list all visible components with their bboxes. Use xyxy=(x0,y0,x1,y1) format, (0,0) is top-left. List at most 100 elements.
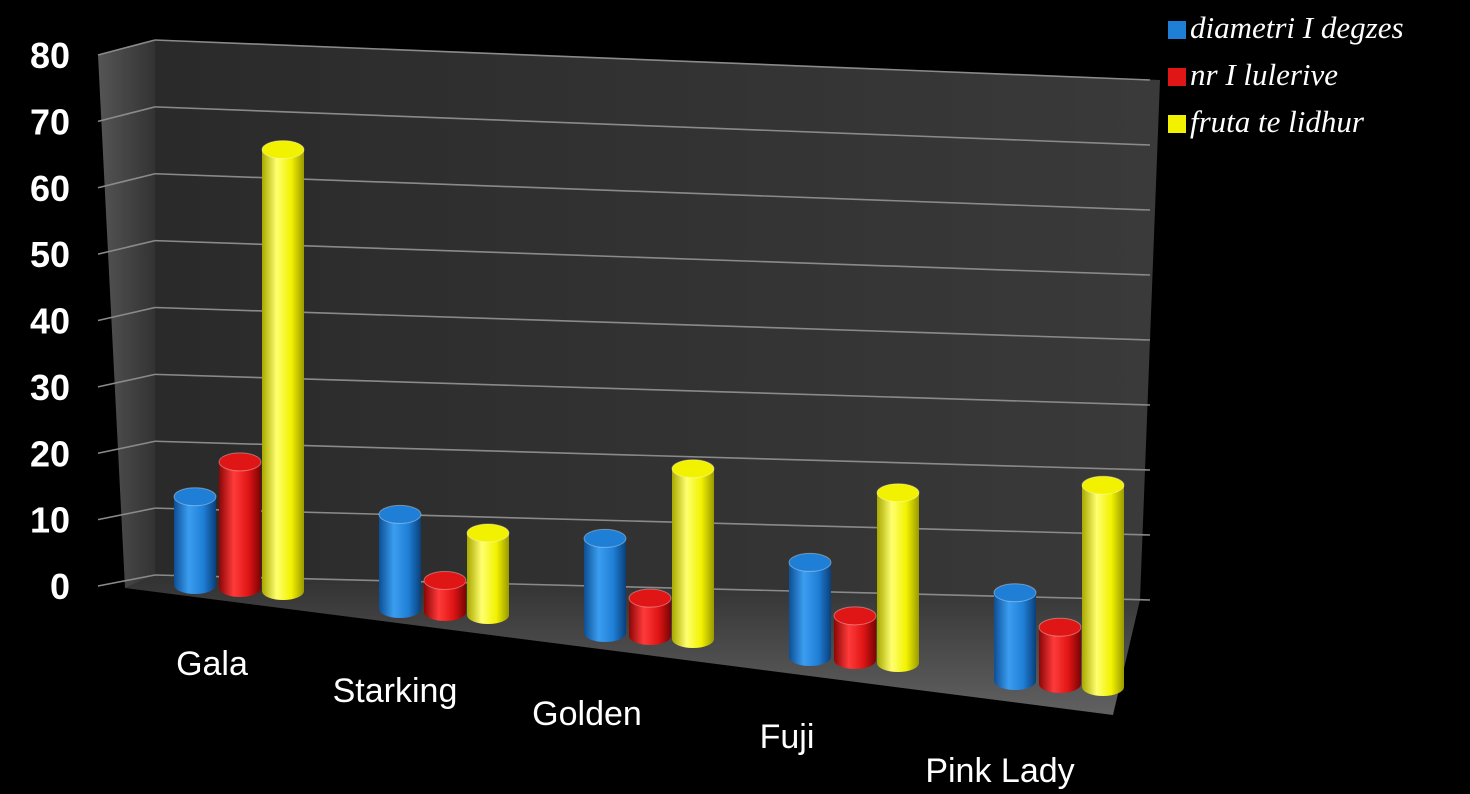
bar-base xyxy=(629,627,671,645)
gridline xyxy=(154,106,1151,146)
bar-top xyxy=(833,606,877,626)
bar-body xyxy=(262,149,304,591)
y-tick-label: 60 xyxy=(30,168,70,209)
y-tick-label: 0 xyxy=(50,566,70,607)
bar xyxy=(993,583,1037,690)
bar-base xyxy=(584,624,626,642)
bar-base xyxy=(834,651,876,669)
bar-base xyxy=(262,582,304,600)
bar xyxy=(466,523,510,624)
bar-body xyxy=(994,592,1036,681)
gridline xyxy=(154,373,1151,406)
legend: diametri I degzes nr I lulerive fruta te l… xyxy=(1168,10,1404,139)
bar-body xyxy=(174,496,216,585)
gridline-side xyxy=(97,373,156,388)
bar-top xyxy=(788,552,832,572)
y-tick-label: 30 xyxy=(30,367,70,408)
bar-base xyxy=(1082,678,1124,696)
gridline-side xyxy=(97,306,156,322)
legend-label: nr I lulerive xyxy=(1190,57,1338,92)
gridline xyxy=(154,39,1151,81)
gridline-side xyxy=(97,440,156,455)
legend-swatch xyxy=(1168,68,1186,86)
bar xyxy=(583,528,627,642)
bar-top xyxy=(628,588,672,608)
legend-label: fruta te lidhur xyxy=(1190,104,1365,139)
bar xyxy=(833,606,877,669)
bar-base xyxy=(379,600,421,618)
legend-swatch xyxy=(1168,115,1186,133)
y-tick-label: 20 xyxy=(30,433,70,474)
bar-base xyxy=(1039,675,1081,693)
gridline-side xyxy=(97,106,156,123)
bar-top xyxy=(378,504,422,524)
bar-top xyxy=(1081,475,1125,495)
bar-body xyxy=(1039,627,1081,684)
bar-body xyxy=(219,461,261,588)
x-tick-label: Pink Lady xyxy=(925,752,1074,790)
bar-body xyxy=(789,562,831,657)
bar-top xyxy=(876,483,920,503)
bar-base xyxy=(174,576,216,594)
bar-top xyxy=(993,583,1037,603)
gridline-side xyxy=(97,39,156,56)
gridline-side xyxy=(97,239,156,255)
bars xyxy=(173,140,1125,696)
x-tick-label: Gala xyxy=(176,645,248,683)
bar-top xyxy=(671,459,715,479)
bar-base xyxy=(467,606,509,624)
legend-swatch xyxy=(1168,21,1186,39)
gridline-side xyxy=(97,507,156,521)
bar xyxy=(1038,617,1082,693)
y-tick-label: 80 xyxy=(30,35,70,76)
gridline xyxy=(154,507,1151,536)
bar xyxy=(423,570,467,621)
bar xyxy=(628,588,672,645)
bar xyxy=(1081,475,1125,696)
x-tick-label: Starking xyxy=(333,672,458,710)
gridline-side xyxy=(97,574,156,587)
y-tick-label: 40 xyxy=(30,301,70,342)
gridline xyxy=(154,306,1151,341)
bar-body xyxy=(379,514,421,609)
y-tick-label: 10 xyxy=(30,500,70,541)
y-axis-ticks: 0 10 20 30 40 50 60 70 80 xyxy=(30,35,70,607)
bar xyxy=(378,504,422,618)
bar xyxy=(261,140,305,600)
bar-base xyxy=(877,654,919,672)
gridline xyxy=(154,239,1151,276)
bar xyxy=(788,552,832,666)
bar-top xyxy=(261,140,305,160)
bar-body xyxy=(584,538,626,633)
x-tick-label: Golden xyxy=(532,695,642,733)
bar xyxy=(876,483,920,672)
bar-body xyxy=(1082,485,1124,687)
x-axis-ticks: Gala Starking Golden Fuji Pink Lady xyxy=(176,645,1075,790)
y-tick-label: 70 xyxy=(30,101,70,142)
bar-top xyxy=(423,570,467,590)
gridline xyxy=(154,172,1151,211)
bar-top xyxy=(1038,617,1082,637)
gridline xyxy=(154,574,1151,601)
chart-back-wall xyxy=(155,40,1160,600)
gridlines xyxy=(97,39,1151,601)
bar-base xyxy=(672,630,714,648)
bar-body xyxy=(467,533,509,615)
legend-label: diametri I degzes xyxy=(1190,10,1404,45)
bar-base xyxy=(424,603,466,621)
bar-base xyxy=(994,672,1036,690)
bar xyxy=(173,487,217,594)
bar-body xyxy=(877,492,919,663)
x-tick-label: Fuji xyxy=(760,718,815,756)
bar-top xyxy=(218,452,262,472)
bar xyxy=(671,459,715,648)
y-tick-label: 50 xyxy=(30,234,70,275)
bar-top xyxy=(466,523,510,543)
bar-top xyxy=(173,487,217,507)
bar xyxy=(218,452,262,597)
bar-base xyxy=(789,648,831,666)
gridline xyxy=(154,440,1151,471)
bar-body xyxy=(672,468,714,639)
bar-base xyxy=(219,579,261,597)
